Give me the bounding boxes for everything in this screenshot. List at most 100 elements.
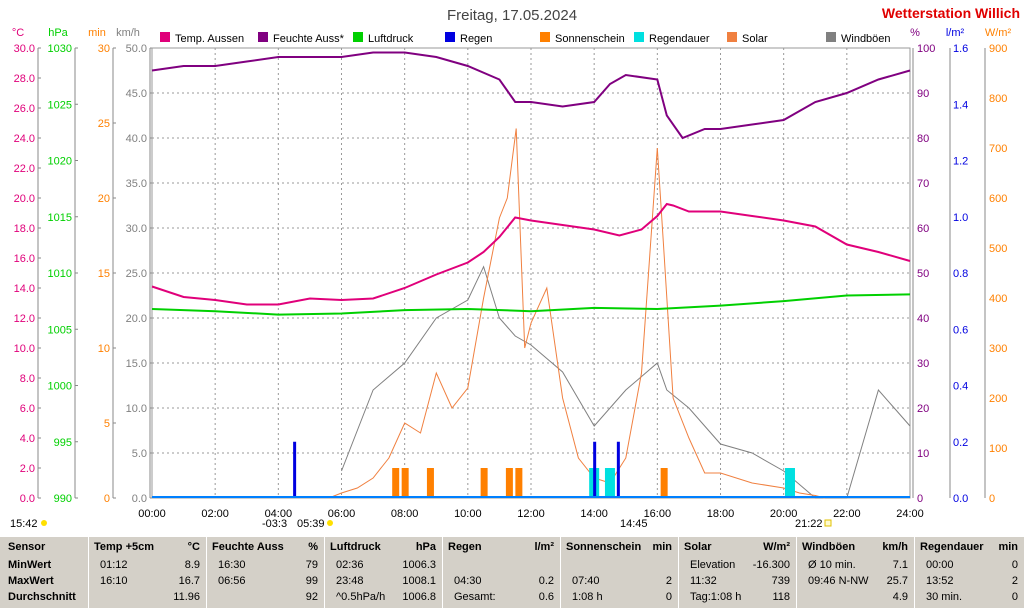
sunshine-bar bbox=[426, 468, 434, 498]
axis-tick-label: 45.0 bbox=[126, 88, 147, 100]
cell-time: 02:36 bbox=[336, 559, 364, 571]
axis-tick-label: 0.2 bbox=[953, 437, 968, 449]
axis-tick-label: 10 bbox=[917, 448, 929, 460]
grid bbox=[151, 47, 911, 499]
axis-unit: km/h bbox=[116, 27, 140, 39]
column-title: Temp +5cm bbox=[94, 541, 155, 553]
summary-column: Feuchte Auss% 16:30 79 06:56 99 92 bbox=[206, 537, 325, 608]
axis-tick-label: 12.0 bbox=[14, 313, 35, 325]
axis-tick-label: 5 bbox=[104, 418, 110, 430]
legend-swatch bbox=[258, 32, 268, 42]
axis-tick-label: 400 bbox=[989, 293, 1007, 305]
axis-tick-label: 25.0 bbox=[126, 268, 147, 280]
plot-area bbox=[151, 51, 911, 499]
axis-tick-label: 500 bbox=[989, 243, 1007, 255]
cell-time: 23:48 bbox=[336, 575, 364, 587]
axis-tick-label: 0.0 bbox=[132, 493, 147, 505]
cell-value: 739 bbox=[771, 575, 790, 587]
axis-tick-label: 10.0 bbox=[14, 343, 35, 355]
summary-table: Sensor MinWert MaxWert Durchschnitt Temp +5c… bbox=[0, 537, 1024, 608]
axis-tick-label: 35.0 bbox=[126, 178, 147, 190]
cell-time: 11:32 bbox=[690, 575, 717, 587]
axis-tick-label: 15 bbox=[98, 268, 110, 280]
axis-tick-label: 1000 bbox=[48, 381, 72, 393]
legend-label: Solar bbox=[742, 33, 768, 45]
cell-value: 0.6 bbox=[538, 591, 554, 603]
axis-tick-label: 70 bbox=[917, 178, 929, 190]
axis-unit: °C bbox=[12, 27, 24, 39]
cell-time: 16:30 bbox=[218, 559, 246, 571]
cell-value: 79 bbox=[305, 559, 318, 571]
raindur-bar bbox=[784, 468, 795, 498]
column-title: Solar bbox=[684, 541, 712, 553]
axes: °C 30.0 28.0 26.0 24.0 22.0 20.0 18.0 16.0 14.0 12… bbox=[12, 27, 1012, 505]
cell-value: 1008.1 bbox=[402, 575, 436, 587]
cell-time: Ø 10 min. bbox=[808, 559, 856, 571]
x-tick-label: 20:00 bbox=[770, 508, 798, 520]
axis-tick-label: 1005 bbox=[48, 324, 72, 336]
sun-labels: 15:42 -03:3 05:39 14:45 21:22 bbox=[10, 518, 832, 530]
cell-value: 0 bbox=[1011, 559, 1018, 571]
axis-tick-label: 10 bbox=[98, 343, 110, 355]
cell-value: 8.9 bbox=[184, 559, 200, 571]
sunshine-bar bbox=[515, 468, 523, 498]
axis-unit: W/m² bbox=[985, 27, 1012, 39]
axis-tick-label: 50.0 bbox=[126, 43, 147, 55]
axis-tick-label: 26.0 bbox=[14, 103, 35, 115]
axis-tick-label: 40.0 bbox=[126, 133, 147, 145]
axis-tick-label: 0.0 bbox=[20, 493, 35, 505]
axis-tick-label: 0 bbox=[917, 493, 923, 505]
axis-tick-label: 0.8 bbox=[953, 268, 968, 280]
axis-tick-label: 18.0 bbox=[14, 223, 35, 235]
cell-time: Elevation bbox=[690, 559, 736, 571]
cell-value: 0.2 bbox=[538, 575, 554, 587]
legend-swatch bbox=[826, 32, 836, 42]
cell-time: 00:00 bbox=[926, 559, 954, 571]
legend-label: Temp. Aussen bbox=[175, 33, 244, 45]
legend-label: Luftdruck bbox=[368, 33, 414, 45]
column-unit: km/h bbox=[882, 541, 908, 553]
sunshine-bar bbox=[660, 468, 668, 498]
x-tick-label: 12:00 bbox=[517, 508, 545, 520]
cell-time: 01:12 bbox=[100, 559, 128, 571]
axis-unit: % bbox=[910, 27, 920, 39]
row-label: MinWert bbox=[8, 559, 52, 571]
cell-time: 30 min. bbox=[926, 591, 963, 603]
solar-line bbox=[328, 128, 825, 499]
column-title: Windböen bbox=[802, 541, 856, 553]
axis-unit: min bbox=[88, 27, 106, 39]
summary-column: Windböen km/h Ø 10 min. 7.1 09:46 N-NW 25.7 4.… bbox=[796, 537, 915, 608]
axis-tick-label: 995 bbox=[54, 437, 72, 449]
axis-tick-label: 2.0 bbox=[20, 463, 35, 475]
axis-tick-label: 90 bbox=[917, 88, 929, 100]
axis-tick-label: 1015 bbox=[48, 212, 72, 224]
axis-tick-label: 14.0 bbox=[14, 283, 35, 295]
sunshine-bar bbox=[392, 468, 400, 498]
axis-tick-label: 30.0 bbox=[126, 223, 147, 235]
axis-tick-label: 24.0 bbox=[14, 133, 35, 145]
column-unit: % bbox=[308, 541, 318, 553]
axis-tick-label: 40 bbox=[917, 313, 929, 325]
x-tick-label: 22:00 bbox=[833, 508, 861, 520]
column-title: Luftdruck bbox=[330, 541, 381, 553]
axis-tick-label: 4.0 bbox=[20, 433, 35, 445]
axis-tick-label: 300 bbox=[989, 343, 1007, 355]
column-title: Sonnenschein bbox=[566, 541, 642, 553]
axis-tick-label: 1020 bbox=[48, 156, 72, 168]
axis-tick-label: 6.0 bbox=[20, 403, 35, 415]
x-tick-label: 06:00 bbox=[328, 508, 356, 520]
cell-time: 13:52 bbox=[926, 575, 954, 587]
column-unit: hPa bbox=[415, 541, 436, 553]
axis-unit: hPa bbox=[48, 27, 68, 39]
cell-time: 1:08 h bbox=[572, 591, 603, 603]
summary-row-labels: Sensor MinWert MaxWert Durchschnitt bbox=[0, 537, 89, 608]
axis-tick-label: 10.0 bbox=[126, 403, 147, 415]
station-name: Wetterstation Willich bbox=[882, 5, 1020, 21]
axis-tick-label: 20.0 bbox=[126, 313, 147, 325]
cell-value: 1006.8 bbox=[402, 591, 436, 603]
axis-tick-label: 0.4 bbox=[953, 381, 968, 393]
cell-value: 16.7 bbox=[178, 575, 200, 587]
column-unit: min bbox=[998, 541, 1018, 553]
axis-tick-label: 20 bbox=[917, 403, 929, 415]
axis-tick-label: 0 bbox=[104, 493, 110, 505]
